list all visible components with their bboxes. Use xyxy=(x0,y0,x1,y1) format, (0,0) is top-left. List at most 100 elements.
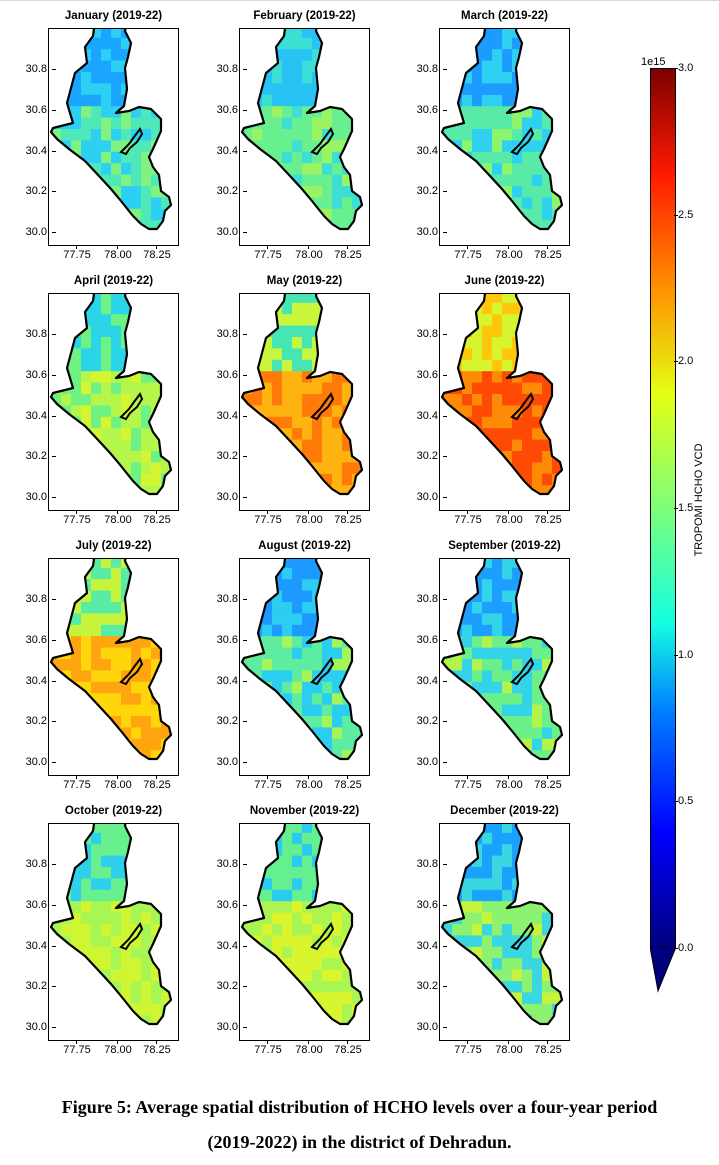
grid-cell xyxy=(111,337,122,349)
map-plot-area xyxy=(48,823,179,1041)
grid-cell xyxy=(472,394,483,406)
grid-cell xyxy=(101,382,112,395)
grid-cell xyxy=(91,958,102,971)
grid-cell xyxy=(101,314,112,327)
grid-cell xyxy=(141,832,152,845)
grid-cell xyxy=(282,462,293,475)
y-tick-label: 30.8 xyxy=(416,63,448,75)
grid-cell xyxy=(452,946,463,959)
grid-cell xyxy=(121,727,132,740)
grid-cell xyxy=(272,704,283,717)
grid-cell xyxy=(462,29,473,39)
map-panel: January (2019-22) 30.8 30.6 30.4 30.2 30.0 77.… xyxy=(0,10,190,270)
grid-cell xyxy=(141,750,152,759)
map-panel: April (2019-22) 30.8 30.6 30.4 30.2 30.0 77.75… xyxy=(0,275,190,535)
grid-cell xyxy=(111,624,122,637)
grid-cell xyxy=(532,151,543,164)
grid-cell xyxy=(352,294,362,304)
grid-cell xyxy=(512,992,523,1005)
grid-cell xyxy=(442,129,453,141)
grid-cell xyxy=(522,151,533,164)
grid-cell xyxy=(101,1015,112,1024)
grid-cell xyxy=(302,186,313,198)
grid-cell xyxy=(81,738,92,751)
grid-cell xyxy=(101,72,112,84)
grid-cell xyxy=(512,129,523,141)
grid-cell xyxy=(312,151,323,164)
grid-cell xyxy=(522,824,533,834)
grid-cell xyxy=(131,590,142,603)
grid-cell xyxy=(302,602,313,614)
grid-cell xyxy=(522,613,533,626)
grid-cell xyxy=(532,935,543,948)
grid-cell xyxy=(352,590,362,603)
grid-cell xyxy=(111,824,122,834)
grid-cell xyxy=(472,750,483,759)
grid-cell xyxy=(552,590,562,603)
grid-cell xyxy=(482,325,493,338)
grid-cell xyxy=(242,106,253,119)
grid-cell xyxy=(282,681,293,694)
grid-cell xyxy=(282,981,293,993)
grid-cell xyxy=(252,855,263,868)
grid-cell xyxy=(81,359,92,372)
grid-cell xyxy=(442,613,453,626)
grid-cell xyxy=(151,325,162,338)
grid-cell xyxy=(522,969,533,982)
grid-cell xyxy=(51,129,62,141)
grid-cell xyxy=(302,670,313,683)
grid-cell xyxy=(151,681,162,694)
grid-cell xyxy=(332,163,343,176)
grid-cell xyxy=(292,337,303,349)
grid-cell xyxy=(91,428,102,441)
grid-cell xyxy=(61,716,72,728)
grid-cell xyxy=(322,186,333,198)
grid-cell xyxy=(151,72,162,84)
grid-cell xyxy=(71,348,82,361)
grid-cell xyxy=(302,681,313,694)
grid-cell xyxy=(512,750,523,759)
grid-cell xyxy=(512,416,523,429)
grid-cell xyxy=(61,208,72,221)
grid-cell xyxy=(482,29,493,39)
grid-cell xyxy=(312,462,323,475)
grid-cell xyxy=(131,579,142,592)
grid-cell xyxy=(292,117,303,130)
grid-cell xyxy=(322,579,333,592)
grid-cell xyxy=(71,935,82,948)
grid-cell xyxy=(81,912,92,925)
grid-cell xyxy=(522,405,533,418)
grid-cell xyxy=(462,992,473,1005)
grid-cell xyxy=(542,371,553,384)
grid-cell xyxy=(81,716,92,728)
grid-cell xyxy=(141,72,152,84)
grid-cell xyxy=(71,220,82,229)
grid-cell xyxy=(472,174,483,187)
grid-cell xyxy=(161,462,171,475)
grid-cell xyxy=(272,670,283,683)
grid-cell xyxy=(242,969,253,982)
grid-cell xyxy=(161,197,171,210)
grid-cell xyxy=(502,37,513,50)
grid-cell xyxy=(272,750,283,759)
grid-cell xyxy=(282,716,293,728)
grid-cell xyxy=(472,371,483,384)
grid-cell xyxy=(51,590,62,603)
grid-cell xyxy=(502,981,513,993)
grid-cell xyxy=(532,405,543,418)
grid-cell xyxy=(532,94,543,107)
grid-cell xyxy=(332,659,343,671)
grid-cell xyxy=(332,29,343,39)
grid-cell xyxy=(101,106,112,119)
grid-cell xyxy=(312,981,323,993)
grid-cell xyxy=(462,49,473,62)
grid-cell xyxy=(352,579,362,592)
grid-cell xyxy=(332,129,343,141)
grid-cell xyxy=(91,693,102,706)
grid-cell xyxy=(352,129,362,141)
grid-cell xyxy=(121,716,132,728)
grid-cell xyxy=(292,294,303,304)
grid-cell xyxy=(472,117,483,130)
grid-cell xyxy=(141,901,152,914)
grid-cell xyxy=(282,613,293,626)
